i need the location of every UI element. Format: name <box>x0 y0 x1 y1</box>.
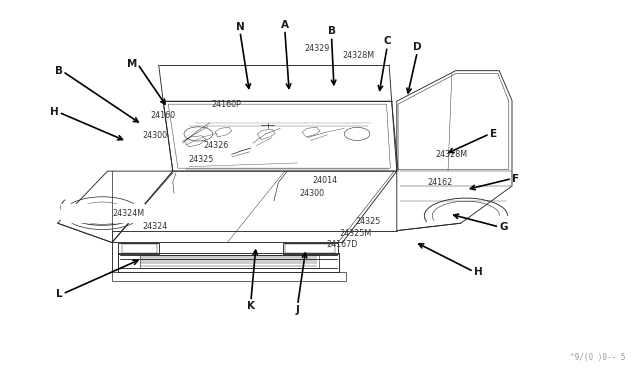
Text: 24160P: 24160P <box>211 100 241 109</box>
Text: 24326: 24326 <box>204 141 228 150</box>
Text: K: K <box>247 301 255 311</box>
Text: 24325: 24325 <box>189 155 214 164</box>
Text: ^9/(0 )0-- 5: ^9/(0 )0-- 5 <box>570 353 626 362</box>
Text: J: J <box>296 305 300 315</box>
Text: 24324M: 24324M <box>112 209 144 218</box>
Text: 24325: 24325 <box>355 217 381 226</box>
Text: D: D <box>413 42 422 52</box>
Text: 24329: 24329 <box>304 44 330 53</box>
Text: M: M <box>127 59 138 69</box>
Text: 24300: 24300 <box>300 189 324 198</box>
Text: 24300: 24300 <box>142 131 167 140</box>
Text: E: E <box>490 129 497 139</box>
Text: 24167D: 24167D <box>326 240 358 249</box>
Text: B: B <box>55 67 63 76</box>
Text: N: N <box>236 22 244 32</box>
Text: 24324: 24324 <box>142 222 167 231</box>
Text: 24014: 24014 <box>312 176 337 185</box>
Text: 24325M: 24325M <box>339 229 371 238</box>
Text: H: H <box>474 267 483 276</box>
Text: 24162: 24162 <box>428 178 452 187</box>
Text: A: A <box>281 20 289 30</box>
Text: F: F <box>512 174 519 183</box>
Text: C: C <box>383 36 391 46</box>
Text: L: L <box>56 289 63 299</box>
Text: G: G <box>499 222 508 232</box>
Polygon shape <box>61 204 144 222</box>
Text: 24160: 24160 <box>150 111 175 120</box>
Text: H: H <box>50 108 59 117</box>
Text: 24328M: 24328M <box>342 51 374 60</box>
Text: 24328M: 24328M <box>435 150 467 159</box>
Text: B: B <box>328 26 335 36</box>
